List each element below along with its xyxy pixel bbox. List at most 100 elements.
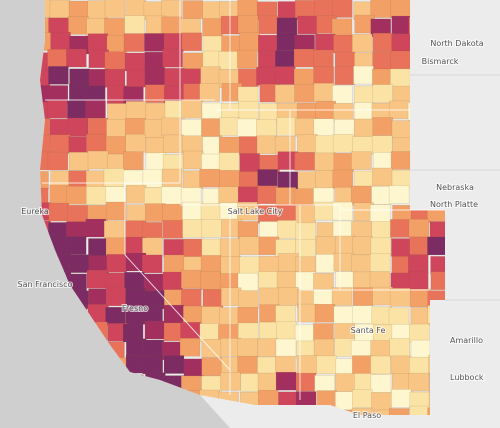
county bbox=[106, 254, 127, 273]
county bbox=[407, 254, 429, 273]
county bbox=[218, 51, 240, 70]
county bbox=[201, 306, 222, 325]
county bbox=[218, 136, 240, 156]
county bbox=[183, 238, 204, 258]
county bbox=[297, 15, 318, 35]
county bbox=[351, 254, 372, 274]
place-label: North Dakota bbox=[430, 39, 483, 48]
county bbox=[353, 85, 375, 105]
county bbox=[258, 15, 279, 35]
county bbox=[182, 0, 204, 19]
county bbox=[236, 118, 258, 138]
county bbox=[87, 117, 109, 137]
county bbox=[258, 321, 280, 341]
county bbox=[67, 117, 89, 137]
county bbox=[107, 103, 128, 122]
county bbox=[294, 84, 315, 103]
county bbox=[86, 269, 108, 289]
place-label: Eureka bbox=[21, 207, 49, 216]
county bbox=[351, 33, 373, 53]
county bbox=[370, 374, 392, 393]
county bbox=[179, 338, 201, 357]
county bbox=[313, 66, 334, 86]
county bbox=[40, 118, 51, 137]
county bbox=[332, 169, 353, 189]
county bbox=[316, 355, 337, 375]
county bbox=[333, 252, 355, 272]
county bbox=[352, 355, 373, 374]
county bbox=[201, 118, 222, 137]
place-label: San Francisco bbox=[18, 280, 73, 289]
county bbox=[351, 407, 373, 415]
county bbox=[408, 372, 429, 392]
county bbox=[163, 254, 185, 274]
county bbox=[257, 356, 278, 376]
county bbox=[430, 271, 445, 290]
county bbox=[372, 167, 393, 187]
county bbox=[333, 34, 354, 54]
county bbox=[407, 271, 429, 291]
county bbox=[65, 236, 87, 255]
county bbox=[332, 134, 354, 153]
county bbox=[373, 152, 394, 171]
county bbox=[389, 288, 411, 307]
county bbox=[103, 168, 125, 187]
county bbox=[48, 202, 70, 222]
county bbox=[68, 16, 89, 35]
county bbox=[275, 355, 296, 375]
county bbox=[277, 220, 298, 239]
county bbox=[67, 100, 88, 120]
county bbox=[369, 204, 391, 224]
county bbox=[350, 185, 372, 205]
county bbox=[105, 201, 127, 221]
county bbox=[274, 84, 296, 104]
county bbox=[332, 201, 353, 221]
county bbox=[313, 323, 334, 342]
county bbox=[143, 33, 165, 52]
county bbox=[391, 120, 413, 139]
county bbox=[372, 32, 394, 52]
county bbox=[257, 34, 279, 54]
county bbox=[161, 168, 183, 188]
county bbox=[85, 218, 107, 238]
county bbox=[257, 338, 279, 357]
county bbox=[314, 152, 335, 172]
county bbox=[237, 322, 259, 342]
place-label: North Platte bbox=[430, 200, 478, 209]
county bbox=[40, 171, 49, 190]
county bbox=[372, 51, 393, 70]
county bbox=[181, 269, 202, 289]
county bbox=[68, 136, 89, 155]
county bbox=[238, 290, 259, 309]
county bbox=[313, 82, 335, 102]
county bbox=[256, 135, 278, 155]
place-labels: North Dakota Bismarck Eureka Nebraska North … bbox=[17, 38, 485, 421]
county bbox=[219, 117, 240, 136]
county bbox=[66, 185, 87, 205]
county bbox=[163, 355, 185, 374]
county bbox=[123, 151, 144, 170]
county bbox=[125, 133, 146, 153]
county bbox=[333, 103, 354, 122]
county bbox=[353, 65, 374, 85]
county bbox=[180, 322, 201, 341]
county bbox=[294, 0, 316, 19]
county bbox=[181, 32, 202, 52]
county bbox=[314, 0, 335, 18]
county bbox=[372, 84, 394, 103]
county bbox=[40, 187, 49, 207]
county bbox=[293, 48, 315, 68]
county bbox=[47, 151, 69, 171]
county bbox=[48, 222, 69, 241]
county bbox=[315, 236, 337, 255]
county bbox=[126, 184, 147, 204]
county bbox=[427, 236, 445, 256]
county bbox=[410, 288, 431, 308]
county bbox=[371, 186, 392, 205]
county bbox=[391, 33, 412, 52]
county bbox=[275, 187, 297, 206]
county bbox=[388, 408, 410, 415]
county bbox=[295, 372, 317, 392]
county bbox=[181, 288, 202, 307]
county bbox=[200, 255, 222, 274]
